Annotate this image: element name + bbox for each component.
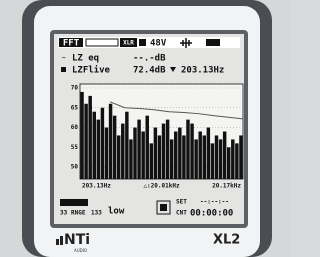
plot-area [80,84,243,179]
bar [113,116,116,179]
bar [203,135,206,179]
logo-bar [56,239,59,245]
bar [101,108,104,179]
lock-icon [139,39,146,46]
mode: FFT [63,39,80,49]
bar [227,147,230,179]
x-label: 20.17kHz [212,183,241,190]
bar [129,139,132,179]
bar [162,124,165,179]
bar [186,120,189,179]
row2-label: LZFlive [72,65,111,76]
x-label: △:20.01kHz [143,183,180,190]
bar [219,139,222,179]
cnt-label: CNT [176,210,187,217]
brand-logo: NTi [64,232,90,248]
bar [178,128,181,179]
bar [80,92,83,179]
bar [211,143,214,179]
bar [141,132,144,180]
x-label: 203.13Hz [82,183,111,190]
row1-label: LZ eq [72,54,99,64]
y-tick-label: 70 [71,84,79,91]
brand-sub: AUDIO [74,248,87,253]
range-bar [60,199,88,206]
bar [239,135,242,179]
bar [223,132,226,180]
bar [93,112,96,179]
y-tick-label: 55 [71,144,79,151]
y-tick-label: 60 [71,124,79,131]
bar [150,143,153,179]
bar [215,135,218,179]
bar [88,96,91,179]
stop-icon [160,204,167,211]
y-tick-label: 50 [71,164,79,171]
bar [121,124,124,179]
bar [133,128,136,179]
bar [137,120,140,179]
row2-icon [61,67,66,72]
set-label: SET [176,199,187,206]
device-photo: FFT XLR 48V ~ LZ eq --.-dB LZFlive 72.4d… [0,0,291,257]
row2-freq: 203.13Hz [181,66,224,76]
spectrum-chart: 50 55 60 65 70 203.13Hz △:20.01kHz 20.17kHz [71,84,243,190]
bar [158,135,161,179]
bar [207,128,210,179]
bar [194,139,197,179]
y-tick-label: 65 [71,104,79,111]
bar [174,132,177,180]
bar [117,135,120,179]
model: XL2 [213,233,240,248]
bar [235,143,238,179]
bar [97,120,100,179]
range-min: 33 [60,210,68,217]
badge: XLR [123,40,134,47]
range-label: RNGE [71,210,86,217]
bar [231,139,234,179]
bar [154,128,157,179]
bar [190,124,193,179]
range-max: 133 [91,210,102,217]
bar [146,116,149,179]
logo-bar [60,236,63,245]
row2-value: 72.4dB [133,66,166,76]
bar [166,120,169,179]
row1-value: --.-dB [133,54,166,64]
gain: low [108,207,125,217]
cnt-value: 00:00:00 [190,209,233,219]
bar [182,135,185,179]
bar [84,104,87,179]
row1-icon: ~ [62,55,66,62]
bar [105,128,108,179]
bar [109,104,112,179]
bar [198,132,201,180]
phantom: 48V [150,39,167,49]
bar [125,112,128,179]
battery-icon [206,39,220,46]
bar [170,139,173,179]
set-value: --:--:-- [200,199,229,206]
